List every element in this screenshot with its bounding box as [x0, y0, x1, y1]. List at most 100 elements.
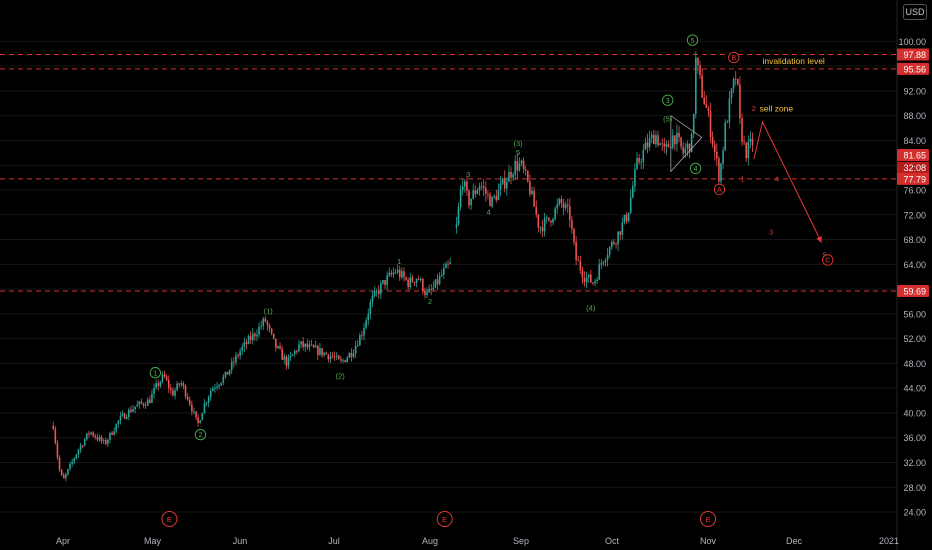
wave-label: (4) — [586, 303, 596, 312]
candle-body — [577, 259, 580, 262]
price-axis[interactable]: 24.00 28.00 32.00 36.00 40.00 44.00 48.00 52.00… — [896, 0, 926, 550]
x-tick-label: Nov — [700, 536, 717, 546]
candle-body — [281, 348, 283, 360]
candle-body — [682, 146, 685, 154]
candle-body — [401, 271, 403, 278]
candle-body — [100, 437, 103, 442]
candle-body — [440, 274, 443, 276]
wave-label-circle — [194, 428, 207, 441]
candle-body — [268, 325, 271, 329]
candle-body — [375, 290, 378, 292]
candle-body — [344, 360, 346, 362]
candle-body — [216, 386, 218, 388]
candle-body — [707, 107, 710, 112]
candle-body — [636, 158, 638, 169]
candle-body — [60, 469, 63, 475]
candle-body — [533, 190, 535, 207]
candle-body — [115, 423, 118, 432]
candle-body — [319, 348, 321, 355]
time-axis[interactable]: Apr May Jun Jul Aug Sep Oct Nov Dec 2021 — [56, 536, 899, 546]
candle-body — [170, 388, 172, 391]
candle-body — [325, 352, 328, 355]
y-tick-label: 28.00 — [903, 483, 926, 493]
candle-body — [503, 178, 506, 189]
candle-body — [247, 336, 250, 344]
candle-body — [722, 150, 724, 164]
candle-body — [617, 231, 619, 245]
wave-label: B — [731, 55, 736, 62]
candle-body — [102, 440, 105, 442]
candle-body — [478, 186, 481, 191]
price-tag-box — [897, 48, 929, 61]
candle-body — [556, 204, 559, 209]
candle-body — [203, 403, 206, 413]
y-tick-label: 100.00 — [898, 37, 926, 47]
candle-body — [58, 457, 61, 470]
candle-body — [422, 279, 424, 292]
candle-body — [163, 374, 166, 377]
candle-body — [709, 111, 712, 137]
candle-body — [199, 420, 202, 424]
candle-body — [212, 388, 214, 392]
candle-body — [747, 141, 750, 159]
candle-body — [172, 390, 174, 396]
candle-body — [195, 411, 197, 418]
candle-body — [487, 193, 489, 195]
price-tag-label: 81.65 — [903, 151, 926, 161]
candle-body — [88, 433, 90, 435]
candle-body — [745, 142, 748, 159]
candle-body — [256, 334, 258, 337]
candle-body — [671, 135, 674, 148]
candle-body — [447, 263, 449, 265]
wave-label: 2 — [199, 432, 203, 439]
candle-body — [289, 355, 292, 358]
candle-body — [73, 458, 76, 462]
candle-body — [308, 344, 311, 348]
candle-body — [598, 264, 601, 280]
candle-body — [312, 344, 315, 348]
candle-body — [245, 342, 248, 344]
y-tick-label: 36.00 — [903, 433, 926, 443]
candle-body — [726, 122, 729, 123]
price-tag-label: 59.69 — [903, 287, 926, 297]
candle-body — [634, 168, 636, 187]
candle-body — [176, 383, 178, 391]
currency-label[interactable]: USD — [903, 4, 927, 20]
candle-body — [602, 261, 605, 264]
candle-body — [209, 391, 212, 398]
candle-body — [363, 327, 365, 336]
candle-body — [443, 268, 445, 275]
candle-body — [657, 135, 659, 146]
candle-body — [243, 342, 246, 347]
candle-body — [90, 432, 92, 435]
candle-body — [640, 161, 643, 163]
y-tick-label: 52.00 — [903, 334, 926, 344]
candle-body — [117, 420, 120, 424]
y-tick-label: 44.00 — [903, 384, 926, 394]
candle-body — [159, 381, 162, 387]
candle-body — [655, 135, 657, 145]
candle-body — [545, 217, 548, 219]
candle-body — [382, 280, 384, 284]
candle-body — [241, 346, 244, 351]
candle-body — [262, 318, 265, 326]
wave-label: 5 — [516, 148, 520, 157]
candle-body — [653, 134, 655, 145]
event-marker — [700, 511, 716, 527]
candle-body — [224, 371, 227, 377]
candle-body — [340, 359, 342, 361]
event-marker — [161, 511, 178, 527]
chart-grid — [0, 40, 897, 513]
candle-body — [583, 277, 586, 283]
wave-label: 4 — [694, 166, 698, 173]
candle-body — [214, 387, 216, 389]
candle-body — [690, 133, 693, 153]
candle-body — [304, 343, 307, 347]
candle-body — [296, 350, 298, 352]
wave-label-circle — [662, 94, 674, 106]
candle-body — [415, 278, 418, 283]
candle-body — [191, 404, 193, 412]
candle-body — [52, 425, 55, 429]
